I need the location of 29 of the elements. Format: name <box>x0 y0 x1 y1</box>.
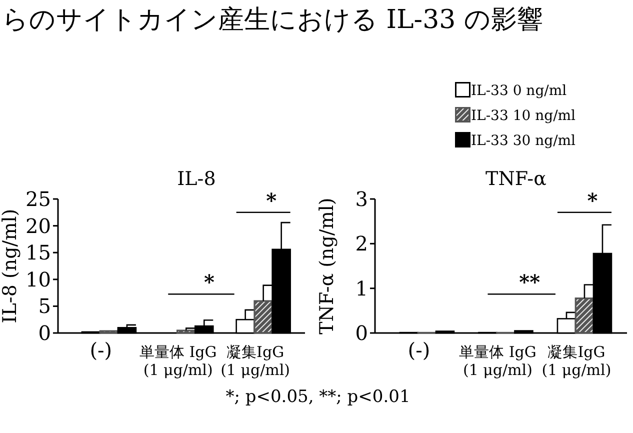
y-tick-label: 15 <box>26 240 51 265</box>
y-tick-label: 10 <box>26 267 51 292</box>
y-tick-label: 0 <box>355 321 368 345</box>
y-tick-label: 20 <box>26 214 51 238</box>
annotation: * <box>266 188 278 212</box>
y-tick-label: 5 <box>38 294 51 318</box>
y-axis-title: TNF-α (ng/ml) <box>316 198 338 334</box>
x-tick-label: 単量体 IgG (1 μg/ml) <box>459 343 536 379</box>
annotation: ** <box>519 270 541 294</box>
y-tick-label: 25 <box>26 187 51 211</box>
x-tick-label: 凝集IgG (1 μg/ml) <box>220 343 290 379</box>
x-tick-label: 単量体 IgG (1 μg/ml) <box>139 343 217 379</box>
y-tick-label: 0 <box>38 321 51 345</box>
y-tick-label: 2 <box>355 232 368 256</box>
y-tick-label: 3 <box>355 187 368 211</box>
legend-label: IL-33 0 ng/ml <box>471 83 568 99</box>
annotation: * <box>587 188 598 212</box>
y-tick-label: 1 <box>355 276 368 300</box>
chart-title: IL-8 <box>177 168 216 190</box>
annotation: * <box>204 270 215 294</box>
x-tick-label: (-) <box>408 338 430 362</box>
text: らのサイトカイン産生における IL-33 の影響 <box>2 5 543 35</box>
x-tick-label: 凝集IgG (1 μg/ml) <box>542 343 612 379</box>
y-axis-title: IL-8 (ng/ml) <box>0 208 21 324</box>
legend-label: IL-33 30 ng/ml <box>471 133 576 149</box>
legend-label: IL-33 10 ng/ml <box>471 108 576 124</box>
text: *; p<0.05, **; p<0.01 <box>226 387 410 407</box>
x-tick-label: (-) <box>90 338 112 362</box>
chart-title: TNF-α <box>486 168 547 190</box>
